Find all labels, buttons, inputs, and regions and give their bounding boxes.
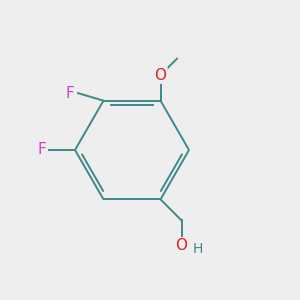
Text: F: F — [66, 85, 74, 100]
Text: H: H — [193, 242, 203, 256]
Text: O: O — [176, 238, 188, 253]
Text: F: F — [37, 142, 46, 158]
Text: O: O — [154, 68, 166, 82]
